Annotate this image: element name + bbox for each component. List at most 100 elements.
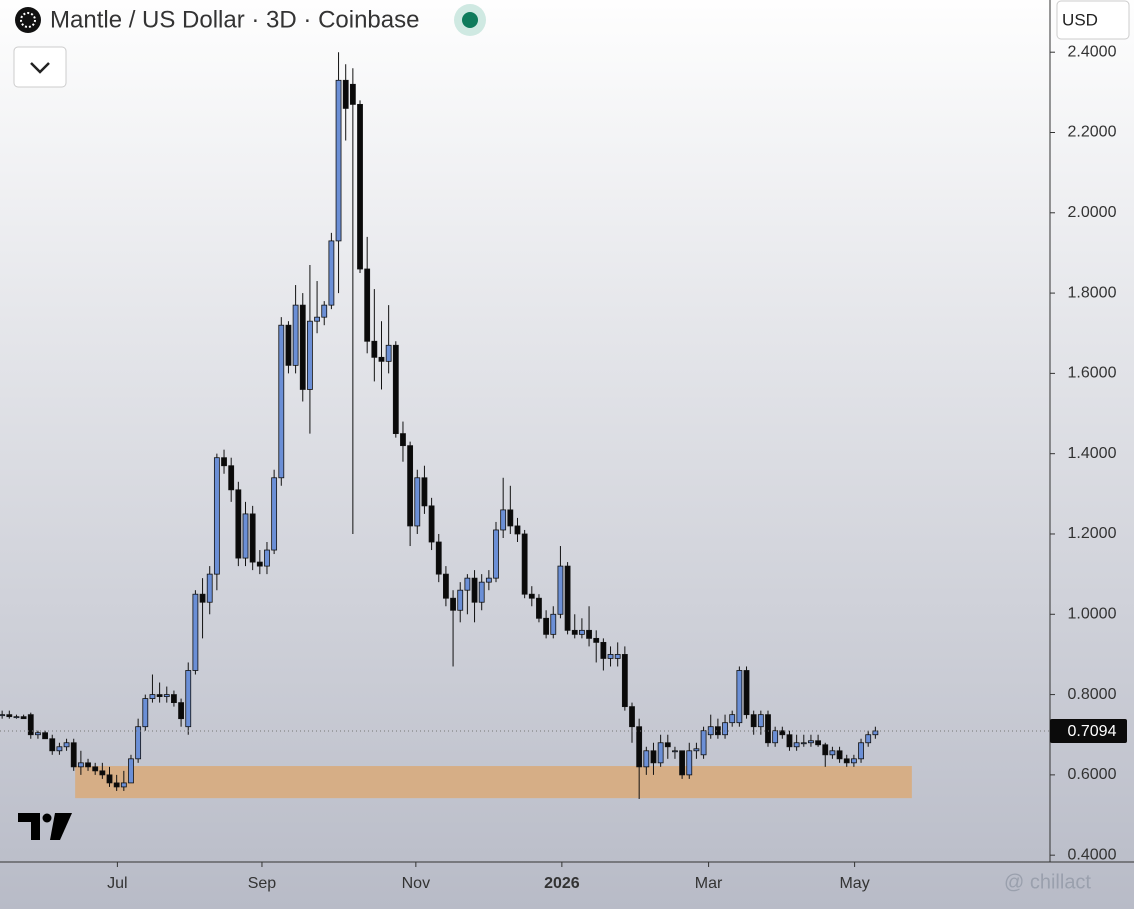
candle-body-down: [228, 465, 235, 491]
support-zone: [75, 766, 912, 799]
candle-body-up: [478, 581, 485, 603]
candle-body-up: [278, 324, 285, 479]
x-tick-label: Jul: [107, 875, 127, 892]
coin-logo: [15, 7, 41, 33]
candle-body-down: [364, 268, 371, 342]
last-price-box: [1050, 718, 1127, 743]
candle-body-up: [242, 513, 249, 559]
y-tick-label: 1.2000: [1068, 525, 1117, 542]
candle-body-down: [400, 433, 406, 447]
candle-body-up: [643, 750, 650, 768]
x-tick-label: Sep: [248, 875, 277, 892]
candle-body-up: [493, 529, 499, 579]
y-tick-label: 1.6000: [1068, 365, 1117, 382]
coin-logo-mark: [20, 12, 36, 28]
watermark: @ chillact: [1004, 871, 1091, 893]
candle-body-up: [328, 240, 335, 306]
candle-body-down: [779, 730, 786, 736]
axes: 0.4000 0.6000 0.8000 1.0000 1.2000 1.4000 1.60…: [107, 43, 1127, 892]
candle-body-up: [135, 726, 142, 760]
last-price-label: 0.7094: [1068, 723, 1117, 740]
status-dot: [462, 12, 478, 28]
candle-body-down: [593, 637, 600, 643]
candle-body-down: [27, 714, 34, 736]
candle-body-down: [113, 782, 120, 788]
candle-body-down: [378, 356, 385, 362]
candle-body-up: [858, 742, 864, 760]
candle-body-down: [156, 694, 163, 697]
candle-body-down: [99, 770, 106, 776]
candle-body-down: [249, 513, 256, 563]
y-tick-label: 1.8000: [1068, 284, 1117, 301]
candle-body-down: [514, 525, 521, 535]
candle-body-down: [392, 344, 399, 435]
candle-body-down: [636, 726, 643, 768]
candle-body-down: [85, 762, 91, 768]
candle-body-up: [35, 732, 41, 736]
candle-body-up: [0, 714, 6, 717]
candle-body-down: [92, 766, 99, 772]
candle-body-down: [20, 716, 27, 720]
candle-body-down: [743, 670, 750, 716]
candle-body-up: [729, 714, 736, 724]
candle-body-down: [435, 541, 442, 575]
candle-body-up: [722, 722, 728, 736]
candle-body-up: [686, 750, 693, 776]
zone-layer: [75, 766, 912, 799]
candle-body-down: [49, 738, 56, 752]
currency-button[interactable]: USD: [1056, 0, 1130, 40]
candle-body-down: [178, 702, 184, 720]
candle-body-down: [664, 742, 671, 748]
candle-body-up: [579, 629, 585, 635]
dropdown-box[interactable]: [13, 46, 67, 88]
y-tick-label: 2.2000: [1068, 124, 1117, 141]
y-tick-label: 0.4000: [1068, 846, 1117, 863]
candle-body-up: [464, 577, 471, 591]
candle-body-down: [564, 565, 571, 631]
candle-body-up: [307, 320, 313, 390]
candle-body-up: [736, 670, 743, 724]
candle-body-down: [349, 83, 356, 105]
candle-body-up: [550, 613, 557, 635]
candle-body-down: [443, 573, 449, 599]
candle-body-up: [808, 740, 814, 744]
candle-body-down: [543, 617, 550, 635]
candle-body-up: [185, 670, 192, 728]
candle-body-down: [471, 577, 478, 603]
candle-body-down: [765, 714, 771, 744]
candle-body-up: [850, 758, 857, 764]
candle-body-up: [772, 730, 779, 744]
chart-title: Mantle / US Dollar · 3D · Coinbase: [50, 6, 419, 33]
candle-body-up: [693, 748, 700, 752]
candle-body-down: [199, 593, 206, 603]
candle-body-up: [56, 746, 63, 752]
candle-body-down: [171, 694, 177, 704]
currency-label: USD: [1062, 10, 1098, 29]
y-tick-label: 1.4000: [1068, 445, 1117, 462]
candle-body-up: [829, 750, 836, 756]
candle-body-up: [757, 714, 764, 728]
candle-body-up: [192, 593, 199, 671]
candle-body-down: [299, 304, 306, 390]
candle-body-down: [822, 744, 829, 756]
candle-body-down: [521, 533, 528, 595]
candle-body-up: [700, 730, 707, 756]
candle-body-up: [264, 549, 270, 567]
candle-body-down: [650, 750, 657, 764]
candle-body-down: [428, 505, 435, 543]
candle-body-up: [77, 762, 84, 768]
dropdown-button[interactable]: [13, 46, 67, 88]
tv-logo-v: [50, 813, 72, 840]
chevron: [30, 62, 50, 74]
y-tick-label: 0.6000: [1068, 766, 1117, 783]
candle-body-up: [672, 750, 678, 753]
candle-body-up: [414, 477, 421, 527]
currency-box[interactable]: [1056, 0, 1130, 40]
candle-body-up: [149, 694, 156, 699]
candle-body-up: [793, 742, 800, 748]
candle-body-up: [607, 654, 614, 659]
candle-body-up: [142, 698, 149, 728]
candle-body-up: [557, 565, 564, 615]
candle-body-up: [321, 304, 328, 318]
plot: [0, 52, 1050, 799]
